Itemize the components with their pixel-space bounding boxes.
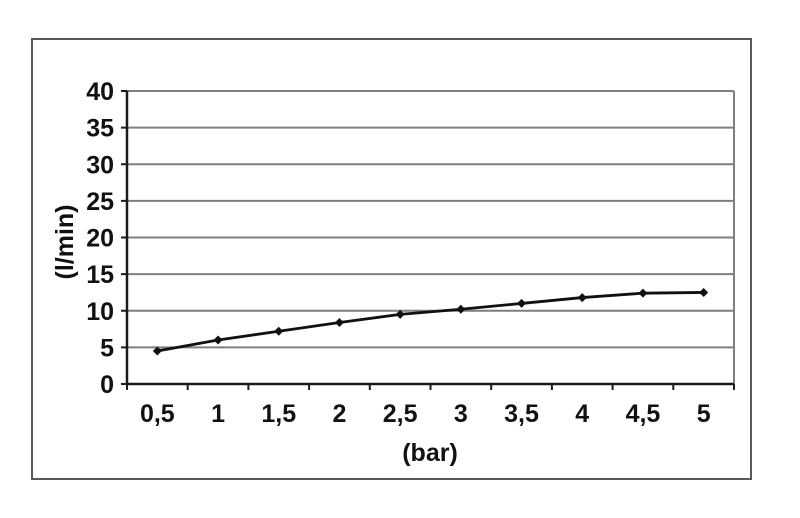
data-point-marker (152, 346, 162, 356)
data-point-marker (213, 335, 223, 345)
data-point-marker (517, 298, 527, 308)
y-tick-label: 15 (86, 261, 114, 289)
data-point-marker (395, 309, 405, 319)
y-tick-label: 25 (86, 188, 114, 216)
y-axis-label: (l/min) (51, 205, 79, 280)
data-point-marker (274, 326, 284, 336)
x-tick-label: 3 (454, 400, 468, 428)
y-tick-label: 0 (100, 371, 114, 399)
x-tick-label: 0,5 (140, 400, 175, 428)
x-tick-label: 1 (211, 400, 225, 428)
chart-frame: 0 5 10 15 20 25 30 35 40 0,5 1 1,5 2 2,5 3 3,5 4 4,5 5 (ba… (31, 38, 752, 480)
data-point-marker (456, 304, 466, 314)
y-tick-label: 20 (86, 225, 114, 253)
x-tick-label: 1,5 (261, 400, 296, 428)
x-tick-label: 5 (697, 400, 711, 428)
data-point-marker (334, 317, 344, 327)
data-line (157, 291, 704, 353)
x-axis-label: (bar) (402, 439, 458, 467)
data-point-marker (699, 287, 709, 297)
x-tick-label: 2,5 (383, 400, 418, 428)
data-point-marker (638, 288, 648, 298)
plot-area: 0 5 10 15 20 25 30 35 40 0,5 1 1,5 2 2,5 3 3,5 4 4,5 5 (86, 78, 735, 428)
x-tick-label: 4,5 (626, 400, 661, 428)
y-tick-label: 40 (86, 78, 114, 106)
x-tick-label: 2 (332, 400, 346, 428)
y-tick-label: 35 (86, 115, 114, 143)
data-point-marker (577, 293, 587, 303)
x-tick-label: 4 (575, 400, 589, 428)
y-tick-label: 10 (86, 298, 114, 326)
y-tick-label: 5 (100, 334, 114, 362)
flow-vs-pressure-chart: 0 5 10 15 20 25 30 35 40 0,5 1 1,5 2 2,5 3 3,5 4 4,5 5 (ba… (51, 78, 735, 467)
x-tick-label: 3,5 (504, 400, 539, 428)
y-tick-label: 30 (86, 151, 114, 179)
